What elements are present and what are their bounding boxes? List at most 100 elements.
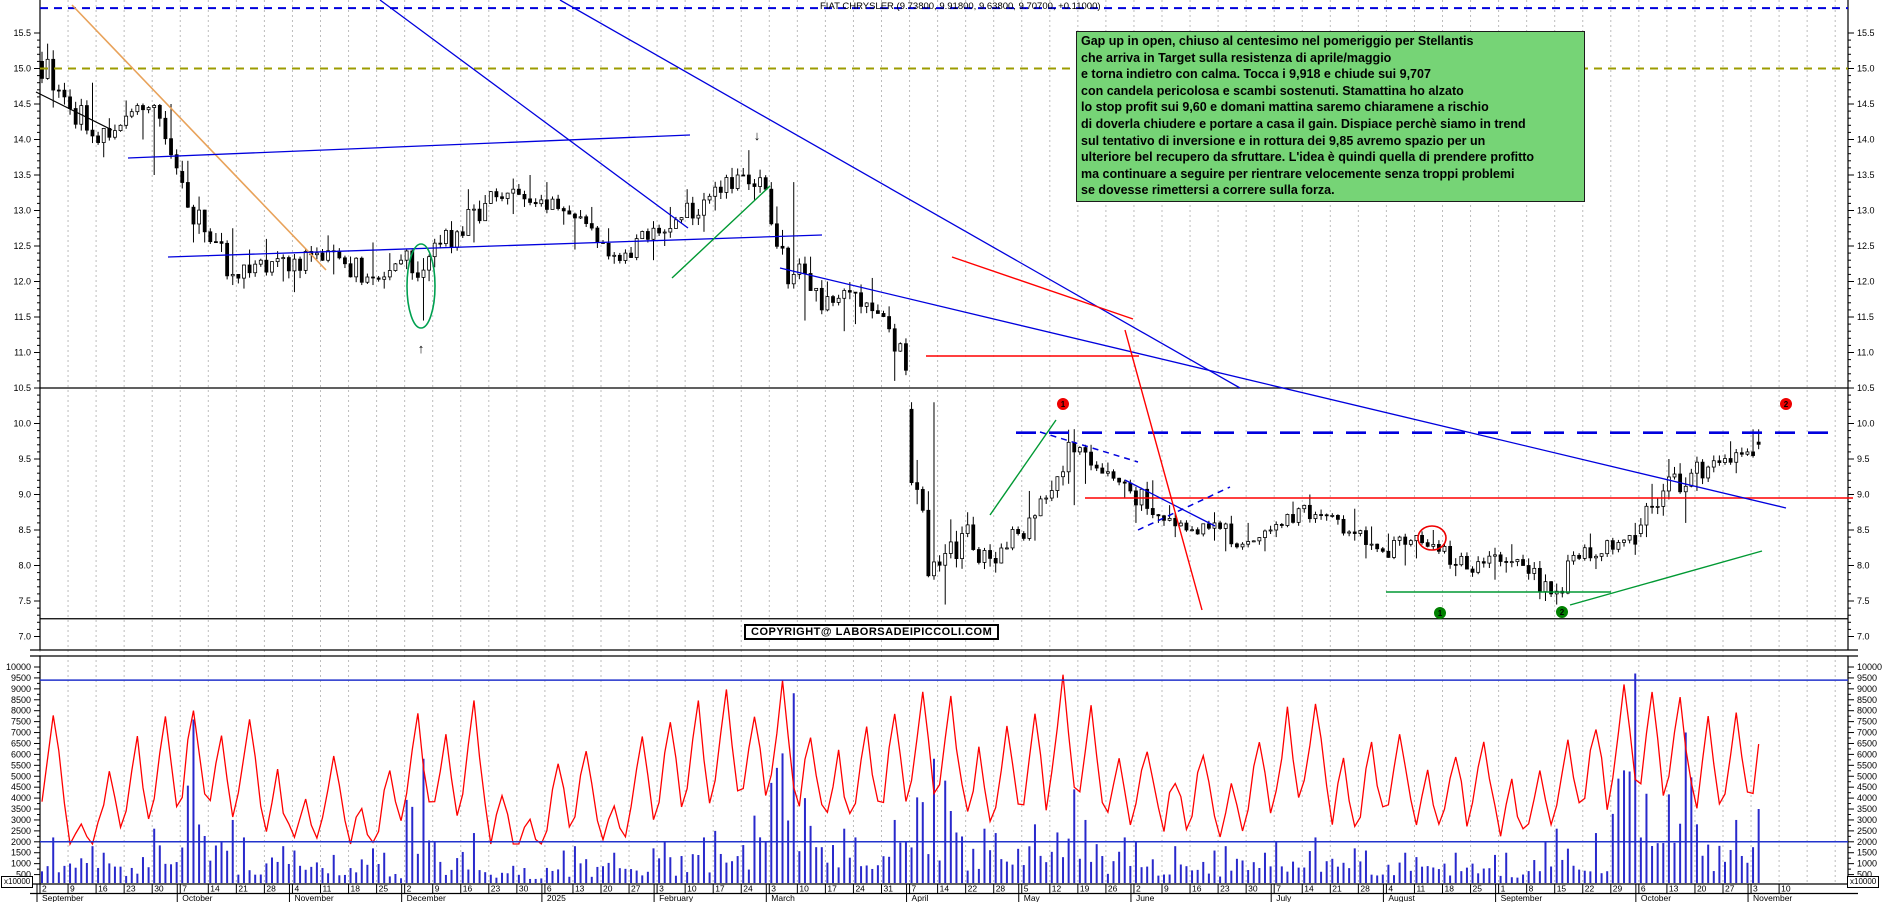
trend-lines xyxy=(35,0,1787,611)
svg-text:9: 9 xyxy=(70,884,75,894)
svg-text:3500: 3500 xyxy=(11,804,31,814)
svg-text:5000: 5000 xyxy=(1857,771,1877,781)
svg-text:5500: 5500 xyxy=(1857,760,1877,770)
svg-text:1000: 1000 xyxy=(11,859,31,869)
svg-text:15.0: 15.0 xyxy=(1857,64,1875,74)
svg-text:2: 2 xyxy=(1560,608,1565,617)
svg-text:1500: 1500 xyxy=(1857,848,1877,858)
svg-text:10.5: 10.5 xyxy=(1857,383,1875,393)
svg-text:14: 14 xyxy=(940,884,950,894)
svg-text:13: 13 xyxy=(575,884,585,894)
svg-text:6000: 6000 xyxy=(1857,749,1877,759)
horizontal-lines xyxy=(40,7,1853,843)
svg-text:February: February xyxy=(659,893,694,902)
svg-text:10.0: 10.0 xyxy=(1857,419,1875,429)
svg-text:10000: 10000 xyxy=(6,662,31,672)
svg-text:7.0: 7.0 xyxy=(1857,632,1870,642)
svg-text:7500: 7500 xyxy=(11,717,31,727)
svg-text:7000: 7000 xyxy=(11,728,31,738)
svg-text:15: 15 xyxy=(1557,884,1567,894)
svg-text:13.0: 13.0 xyxy=(1857,206,1875,216)
svg-text:9.0: 9.0 xyxy=(18,490,31,500)
svg-text:11: 11 xyxy=(323,884,332,894)
svg-text:30: 30 xyxy=(1248,884,1258,894)
svg-text:500: 500 xyxy=(1857,870,1872,880)
svg-text:2000: 2000 xyxy=(11,837,31,847)
svg-text:3500: 3500 xyxy=(1857,804,1877,814)
svg-text:8500: 8500 xyxy=(11,695,31,705)
svg-text:5500: 5500 xyxy=(11,760,31,770)
svg-text:17: 17 xyxy=(827,884,837,894)
copyright-label: COPYRIGHT@ LABORSADEIPICCOLI.COM xyxy=(744,624,1000,640)
svg-text:10: 10 xyxy=(687,884,697,894)
svg-text:11.5: 11.5 xyxy=(1857,312,1874,322)
svg-text:8.0: 8.0 xyxy=(1857,561,1870,571)
svg-text:2: 2 xyxy=(1784,400,1789,409)
svg-text:4000: 4000 xyxy=(11,793,31,803)
svg-text:↓: ↓ xyxy=(754,128,761,143)
svg-text:September: September xyxy=(1501,893,1543,902)
svg-text:3000: 3000 xyxy=(1857,815,1877,825)
svg-text:16: 16 xyxy=(1192,884,1202,894)
svg-text:7: 7 xyxy=(182,884,187,894)
svg-text:12.5: 12.5 xyxy=(1857,241,1875,251)
svg-text:8.5: 8.5 xyxy=(18,525,31,535)
svg-text:7.0: 7.0 xyxy=(18,632,31,642)
svg-text:2: 2 xyxy=(407,884,412,894)
svg-text:18: 18 xyxy=(351,884,361,894)
svg-text:4000: 4000 xyxy=(1857,793,1877,803)
instrument-title: FIAT CHRYSLER (9.73800, 9.91800, 9.63800… xyxy=(820,1,1101,12)
svg-text:10.0: 10.0 xyxy=(13,419,31,429)
svg-text:4500: 4500 xyxy=(11,782,31,792)
svg-text:21: 21 xyxy=(1332,884,1342,894)
svg-text:8.5: 8.5 xyxy=(1857,525,1870,535)
svg-text:2: 2 xyxy=(1136,884,1141,894)
svg-text:6500: 6500 xyxy=(1857,738,1877,748)
svg-text:7.5: 7.5 xyxy=(18,596,31,606)
svg-text:11.5: 11.5 xyxy=(14,312,31,322)
svg-text:June: June xyxy=(1136,893,1155,902)
svg-text:30: 30 xyxy=(154,884,164,894)
svg-text:18: 18 xyxy=(1445,884,1455,894)
svg-text:8500: 8500 xyxy=(1857,695,1877,705)
svg-text:3: 3 xyxy=(659,884,664,894)
svg-text:19: 19 xyxy=(1080,884,1090,894)
svg-text:12.0: 12.0 xyxy=(1857,277,1875,287)
svg-text:September: September xyxy=(42,893,84,902)
svg-text:15.0: 15.0 xyxy=(13,64,31,74)
svg-text:25: 25 xyxy=(1473,884,1483,894)
svg-text:December: December xyxy=(407,893,446,902)
svg-text:9000: 9000 xyxy=(1857,684,1877,694)
svg-text:15.5: 15.5 xyxy=(1857,28,1875,38)
svg-text:30: 30 xyxy=(519,884,529,894)
svg-text:14.0: 14.0 xyxy=(13,135,31,145)
svg-text:16: 16 xyxy=(463,884,473,894)
svg-text:1500: 1500 xyxy=(11,848,31,858)
svg-text:7000: 7000 xyxy=(1857,728,1877,738)
svg-text:16: 16 xyxy=(98,884,108,894)
svg-text:22: 22 xyxy=(1585,884,1595,894)
svg-text:14: 14 xyxy=(1304,884,1314,894)
volume-multiplier-right: x10000 xyxy=(1847,876,1880,888)
svg-text:23: 23 xyxy=(1220,884,1230,894)
svg-text:5: 5 xyxy=(1024,884,1029,894)
svg-text:27: 27 xyxy=(1725,884,1735,894)
svg-text:12.0: 12.0 xyxy=(13,277,31,287)
svg-text:2500: 2500 xyxy=(1857,826,1877,836)
svg-text:May: May xyxy=(1024,893,1041,902)
svg-text:6500: 6500 xyxy=(11,738,31,748)
svg-text:14.5: 14.5 xyxy=(13,99,31,109)
svg-text:17: 17 xyxy=(715,884,725,894)
svg-text:29: 29 xyxy=(1613,884,1623,894)
svg-text:12.5: 12.5 xyxy=(13,241,31,251)
svg-text:13.5: 13.5 xyxy=(1857,170,1875,180)
svg-text:22: 22 xyxy=(968,884,978,894)
svg-text:6: 6 xyxy=(1641,884,1646,894)
svg-text:7: 7 xyxy=(1276,884,1281,894)
svg-text:6: 6 xyxy=(547,884,552,894)
svg-text:2500: 2500 xyxy=(11,826,31,836)
svg-text:20: 20 xyxy=(1697,884,1707,894)
